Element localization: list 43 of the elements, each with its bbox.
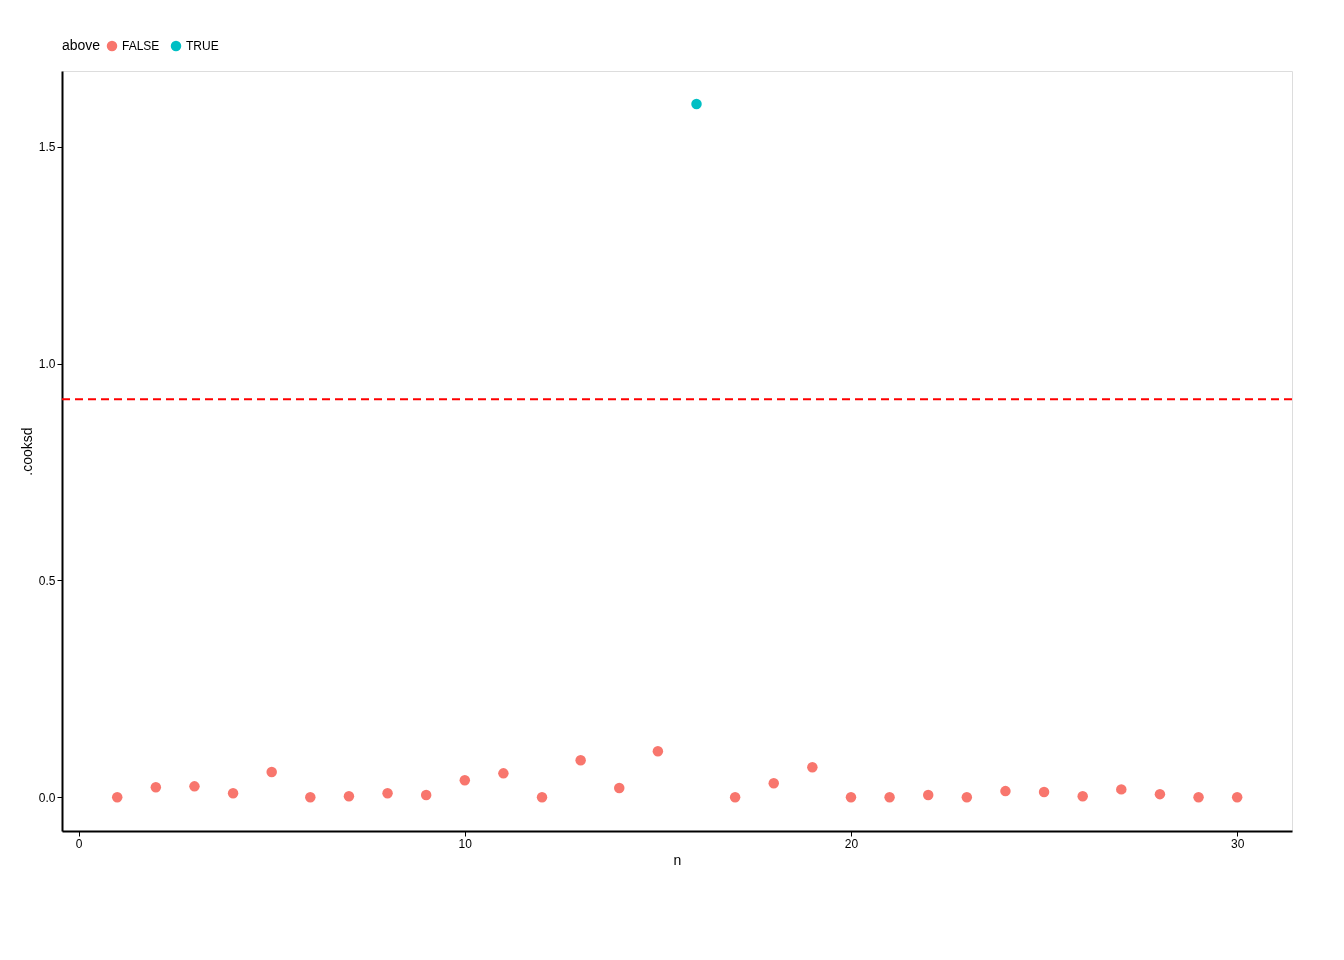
point [305, 791, 316, 803]
point [536, 791, 548, 803]
point [1000, 785, 1011, 797]
point [614, 782, 625, 794]
point [1077, 791, 1088, 802]
point [807, 762, 818, 773]
point [575, 755, 586, 766]
point [266, 766, 277, 778]
legend-title: above [62, 37, 101, 53]
point [961, 791, 973, 803]
legend-label: TRUE [186, 39, 219, 53]
point [1193, 791, 1204, 803]
point [111, 791, 123, 803]
point [1116, 784, 1127, 795]
x-tick-label: 30 [1230, 836, 1245, 851]
point [922, 789, 934, 801]
x-axis-title: n [673, 851, 682, 868]
point [227, 788, 239, 799]
y-tick-label: 0.5 [38, 573, 56, 588]
point [884, 791, 895, 803]
x-tick-label: 0 [75, 836, 83, 851]
y-tick-label: 1.0 [38, 357, 56, 372]
point [1231, 791, 1243, 803]
point [459, 775, 471, 786]
point [498, 768, 509, 779]
point [1154, 788, 1166, 800]
point [343, 791, 355, 802]
point [652, 745, 664, 757]
point [691, 98, 702, 110]
point [1038, 786, 1050, 798]
x-tick-label: 20 [844, 836, 859, 851]
x-tick-label: 10 [458, 836, 473, 851]
point [420, 789, 432, 801]
point [382, 788, 393, 799]
y-tick-label: 0.0 [38, 790, 56, 805]
point [150, 781, 162, 793]
point [845, 791, 857, 803]
point [189, 781, 200, 792]
y-tick-label: 1.5 [38, 140, 56, 155]
y-axis-title: .cooksd [18, 427, 35, 476]
point [729, 791, 741, 803]
legend-label: FALSE [122, 39, 160, 53]
point [768, 778, 779, 789]
